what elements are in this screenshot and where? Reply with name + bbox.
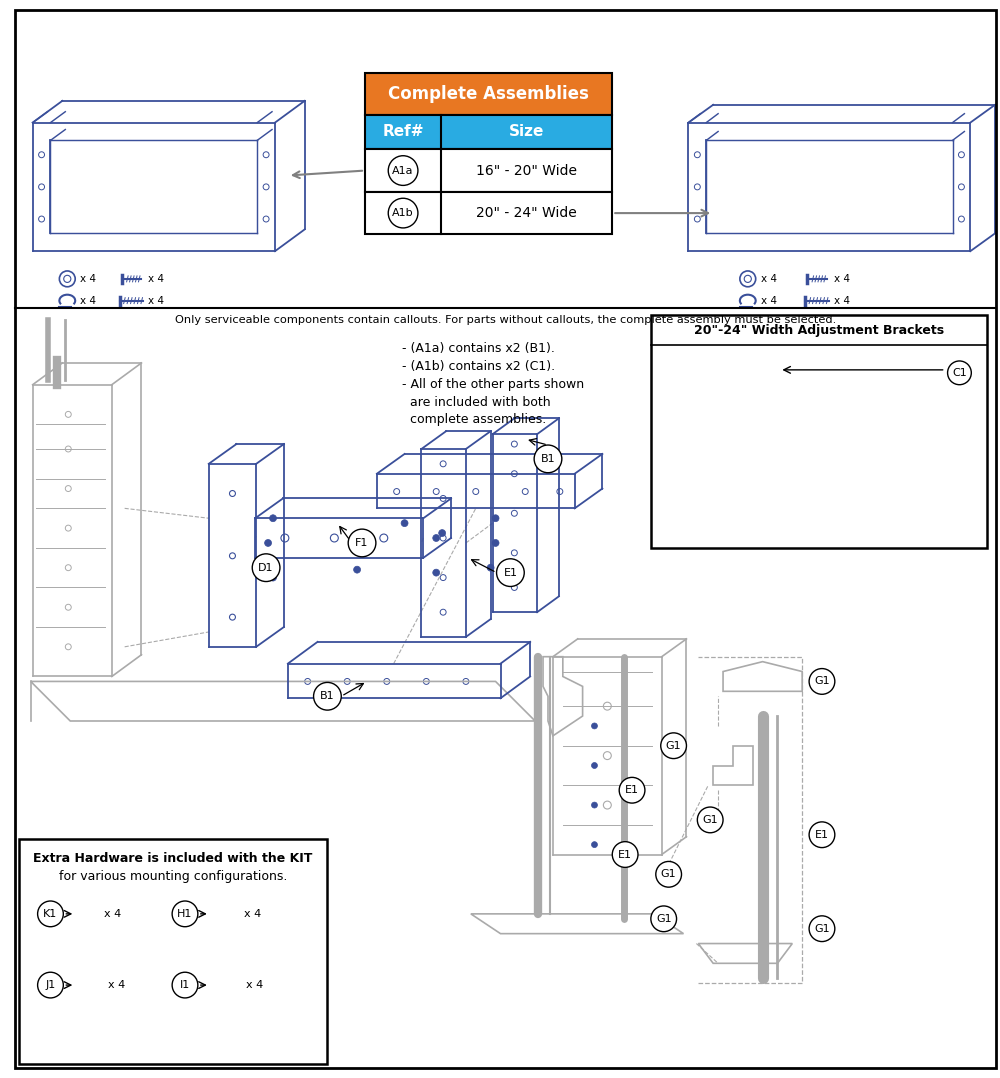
Circle shape [592, 842, 597, 847]
Text: Ref#: Ref# [382, 124, 424, 139]
Text: E1: E1 [618, 849, 632, 859]
Text: x 4: x 4 [761, 274, 777, 284]
Circle shape [487, 564, 494, 571]
Bar [365, 114, 612, 149]
Text: E1: E1 [625, 785, 639, 796]
Circle shape [172, 972, 198, 998]
Text: G1: G1 [656, 914, 672, 924]
Text: B1: B1 [541, 454, 555, 464]
Text: A1a: A1a [392, 166, 414, 176]
Text: B1: B1 [320, 691, 335, 702]
Bar [651, 316, 987, 548]
Text: are included with both: are included with both [402, 396, 550, 409]
Circle shape [492, 539, 499, 547]
Circle shape [314, 682, 341, 710]
Text: Complete Assemblies: Complete Assemblies [388, 85, 589, 102]
Text: F1: F1 [355, 538, 369, 548]
Circle shape [697, 807, 723, 833]
Circle shape [492, 515, 499, 522]
Text: x 4: x 4 [108, 980, 125, 990]
Circle shape [388, 198, 418, 227]
Circle shape [497, 558, 524, 586]
Circle shape [534, 445, 562, 473]
Text: 16" - 20" Wide: 16" - 20" Wide [476, 164, 577, 178]
Circle shape [265, 539, 272, 547]
Circle shape [592, 762, 597, 769]
Text: x 4: x 4 [104, 909, 121, 918]
Text: x 4: x 4 [148, 295, 164, 306]
Bar [365, 73, 612, 114]
Text: x 4: x 4 [246, 980, 264, 990]
Circle shape [270, 575, 276, 581]
Text: D1: D1 [258, 563, 274, 572]
Text: A1b: A1b [392, 208, 414, 218]
Text: - (A1b) contains x2 (C1).: - (A1b) contains x2 (C1). [402, 360, 555, 373]
Circle shape [270, 515, 276, 522]
Circle shape [354, 566, 361, 573]
Text: x 4: x 4 [80, 274, 96, 284]
Circle shape [661, 733, 686, 759]
Text: x 4: x 4 [834, 274, 850, 284]
Text: G1: G1 [814, 924, 830, 934]
Bar [19, 839, 327, 1064]
Text: for various mounting configurations.: for various mounting configurations. [59, 870, 287, 883]
Circle shape [401, 520, 408, 527]
Bar [365, 192, 612, 234]
Circle shape [809, 916, 835, 941]
Circle shape [252, 554, 280, 581]
Text: - (A1a) contains x2 (B1).: - (A1a) contains x2 (B1). [402, 342, 554, 355]
Text: x 4: x 4 [148, 274, 164, 284]
Circle shape [948, 361, 971, 385]
Text: G1: G1 [814, 676, 830, 687]
Text: Size: Size [509, 124, 544, 139]
Text: 20"-24" Width Adjustment Brackets: 20"-24" Width Adjustment Brackets [694, 323, 944, 336]
Circle shape [809, 821, 835, 847]
Circle shape [612, 842, 638, 868]
Text: C1: C1 [952, 368, 967, 377]
Bar [365, 149, 612, 192]
Text: - All of the other parts shown: - All of the other parts shown [402, 377, 584, 391]
Circle shape [433, 535, 440, 541]
Text: I1: I1 [180, 980, 190, 990]
Circle shape [619, 777, 645, 803]
Circle shape [592, 802, 597, 808]
Circle shape [809, 668, 835, 694]
Text: x 4: x 4 [761, 295, 777, 306]
Circle shape [592, 723, 597, 729]
Text: G1: G1 [702, 815, 718, 825]
Circle shape [348, 529, 376, 557]
Text: x 4: x 4 [80, 295, 96, 306]
Text: G1: G1 [666, 741, 681, 750]
Text: E1: E1 [815, 830, 829, 840]
Text: complete assemblies.: complete assemblies. [402, 413, 546, 427]
Text: Only serviceable components contain callouts. For parts without callouts, the co: Only serviceable components contain call… [175, 316, 836, 326]
Text: Extra Hardware is included with the KIT: Extra Hardware is included with the KIT [33, 852, 313, 865]
Circle shape [38, 972, 63, 998]
Circle shape [38, 901, 63, 927]
Circle shape [433, 569, 440, 576]
Circle shape [439, 529, 446, 537]
Circle shape [651, 906, 677, 931]
Text: 20" - 24" Wide: 20" - 24" Wide [476, 206, 577, 220]
Circle shape [656, 861, 682, 887]
Text: K1: K1 [43, 909, 58, 918]
Circle shape [388, 155, 418, 185]
Text: J1: J1 [45, 980, 56, 990]
Text: H1: H1 [177, 909, 193, 918]
Text: x 4: x 4 [244, 909, 262, 918]
Text: x 4: x 4 [834, 295, 850, 306]
Circle shape [172, 901, 198, 927]
Text: E1: E1 [503, 568, 517, 578]
Text: G1: G1 [661, 869, 676, 880]
